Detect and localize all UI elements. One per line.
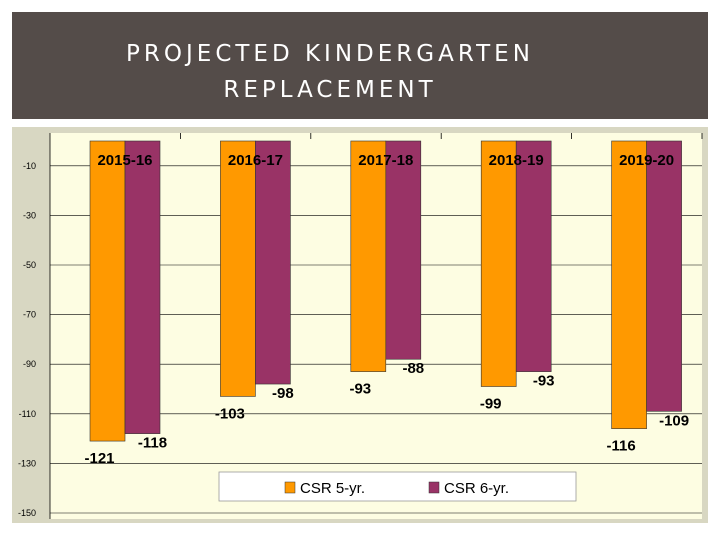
y-tick-label: -130	[18, 458, 36, 468]
data-label: -88	[402, 360, 424, 377]
category-label: 2017-18	[358, 152, 413, 169]
bar	[89, 140, 126, 442]
data-label: -109	[659, 412, 689, 429]
legend: CSR 5-yr. CSR 6-yr.	[218, 471, 577, 502]
category-group: -93 -88 2017-18	[349, 133, 442, 398]
category-group: -116 -109 2019-20	[606, 133, 703, 455]
y-tick-label: -30	[23, 210, 36, 220]
category-group: -103 -98 2016-17	[215, 133, 312, 422]
category-group: -99 -93 2018-19	[480, 133, 572, 413]
data-label: -98	[272, 385, 294, 402]
bar	[255, 140, 291, 385]
bar	[515, 140, 552, 372]
y-tick-label: -90	[23, 359, 36, 369]
y-tick-label: -70	[23, 310, 36, 320]
bar	[611, 140, 647, 429]
bar	[220, 140, 256, 397]
data-label: -116	[606, 438, 635, 455]
legend-box	[218, 471, 577, 502]
data-label: -121	[84, 450, 114, 467]
legend-label: CSR 5-yr.	[300, 480, 365, 497]
bar	[350, 140, 387, 372]
category-label: 2019-20	[619, 152, 674, 169]
data-label: -103	[215, 405, 245, 422]
bar	[480, 140, 517, 387]
data-label: -93	[349, 381, 371, 398]
y-tick-label: -10	[23, 161, 36, 171]
slide-header: PROJECTED KINDERGARTEN REPLACEMENT	[12, 12, 708, 119]
legend-swatch	[428, 481, 440, 494]
slide-title: PROJECTED KINDERGARTEN REPLACEMENT	[126, 41, 534, 103]
category-label: 2015-16	[97, 152, 152, 169]
data-label: -99	[480, 396, 502, 413]
chart-panel: -10 -30 -50 -70 -90 -110 -130 -150 -121 -118 2015-…	[12, 127, 708, 523]
legend-label: CSR 6-yr.	[444, 480, 509, 497]
bar	[385, 140, 422, 360]
y-tick-label: -110	[19, 409, 36, 419]
bar	[646, 140, 682, 412]
legend-swatch	[284, 481, 296, 494]
bar	[124, 140, 161, 434]
category-group: -121 -118 2015-16	[84, 133, 181, 467]
data-label: -93	[533, 373, 555, 390]
data-label: -118	[138, 435, 167, 452]
bar-chart: -10 -30 -50 -70 -90 -110 -130 -150 -121 -118 2015-…	[18, 133, 703, 519]
y-tick-label: -150	[18, 508, 36, 518]
y-tick-label: -50	[23, 260, 36, 270]
category-label: 2016-17	[228, 152, 283, 169]
category-label: 2018-19	[489, 152, 544, 169]
